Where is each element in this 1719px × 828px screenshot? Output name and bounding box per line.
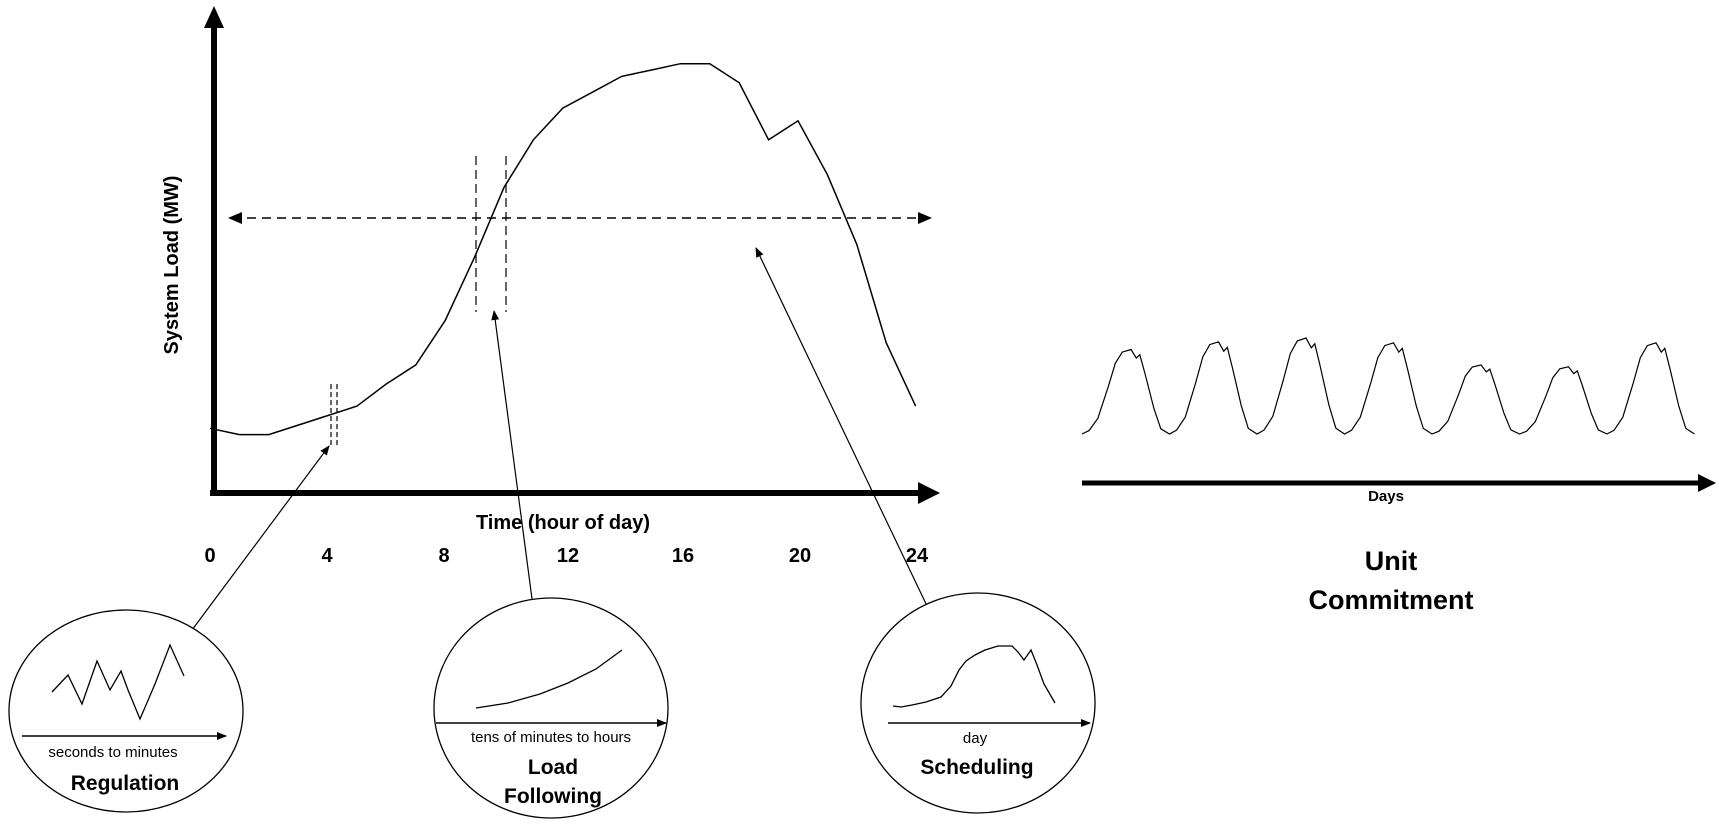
x-tick-label: 24 <box>906 545 929 567</box>
inset-title: Following <box>504 785 602 808</box>
days-axis-arrow-icon <box>1698 474 1716 492</box>
scheduling-pointer-arrow <box>755 247 929 609</box>
days-axis-label: Days <box>1368 488 1404 505</box>
x-tick-labels: 0 4 8 12 16 20 24 <box>204 545 929 567</box>
x-tick-label: 12 <box>557 545 579 567</box>
regulation-signal-sketch <box>51 643 185 721</box>
x-tick-label: 4 <box>321 545 333 567</box>
right-arrowhead-icon <box>918 212 932 224</box>
x-tick-label: 8 <box>438 545 449 567</box>
unit-commitment-panel: Days Unit Commitment <box>1081 337 1716 615</box>
timescale-caption: tens of minutes to hours <box>471 729 631 746</box>
x-tick-label: 0 <box>204 545 215 567</box>
inset-circle <box>433 597 669 819</box>
inset-circle <box>8 609 244 813</box>
scheduling-inset: day Scheduling <box>860 592 1096 814</box>
inset-circle <box>860 592 1096 814</box>
y-axis-arrow-icon <box>204 6 224 28</box>
load-following-inset: tens of minutes to hours Load Following <box>433 597 669 819</box>
daily-load-sketch <box>892 645 1056 708</box>
inset-title: Scheduling <box>920 756 1033 779</box>
timescale-caption: seconds to minutes <box>48 744 177 761</box>
load-following-curve-sketch <box>475 649 623 709</box>
daily-load-curve <box>209 62 917 436</box>
y-axis-label: System Load (MW) <box>161 176 183 355</box>
inset-title: Regulation <box>71 772 180 795</box>
unit-commitment-title: Unit <box>1365 546 1417 576</box>
unit-commitment-title: Commitment <box>1308 585 1473 615</box>
x-tick-label: 16 <box>672 545 694 567</box>
x-axis-arrow-icon <box>918 482 940 504</box>
x-tick-label: 20 <box>789 545 811 567</box>
inset-title: Load <box>528 756 578 779</box>
regulation-pointer-arrow <box>191 445 330 631</box>
regulation-inset: seconds to minutes Regulation <box>8 609 244 813</box>
load-following-pointer-arrow <box>491 310 535 615</box>
main-chart: System Load (MW) Time (hour of day) 0 4 … <box>161 6 940 631</box>
x-axis-label: Time (hour of day) <box>476 512 650 534</box>
weekly-load-curve <box>1081 337 1695 435</box>
timescale-caption: day <box>963 730 988 747</box>
left-arrowhead-icon <box>228 212 242 224</box>
